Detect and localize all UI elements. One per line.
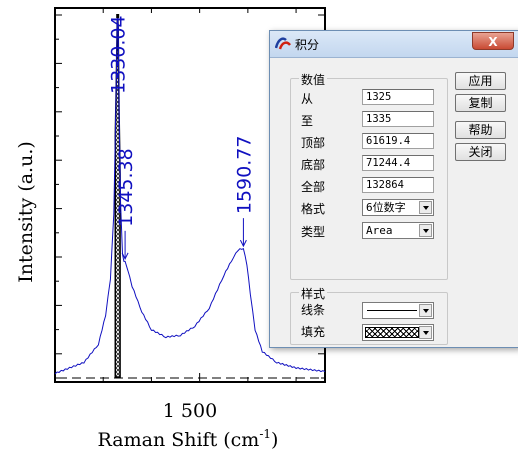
format-label: 格式: [301, 202, 326, 216]
type-select[interactable]: Area: [362, 222, 434, 239]
help-button[interactable]: 帮助: [455, 121, 506, 139]
line-style-select[interactable]: [362, 302, 434, 319]
from-field[interactable]: 1325: [362, 89, 434, 105]
type-dropdown-arrow-icon[interactable]: [419, 224, 432, 237]
total-field[interactable]: 132864: [362, 177, 434, 193]
fill-dropdown-arrow-icon[interactable]: [419, 326, 432, 339]
values-group-title: 数值: [299, 71, 328, 88]
x-axis-label-close: ): [271, 429, 278, 451]
y-axis-label: Intensity (a.u.): [15, 141, 37, 283]
top-label: 顶部: [301, 136, 326, 150]
peak-label: 1345.38: [115, 148, 137, 227]
dialog-titlebar[interactable]: 积分 X: [270, 31, 518, 58]
style-group: 样式 线条 填充: [290, 285, 448, 345]
line-label: 线条: [301, 303, 326, 317]
fill-style-select[interactable]: [362, 324, 434, 341]
dialog-title: 积分: [295, 38, 320, 52]
line-style-sample: [367, 310, 417, 311]
apply-button[interactable]: 应用: [455, 72, 506, 90]
x-axis-label-sup: -1: [259, 427, 271, 441]
bottom-label: 底部: [301, 158, 326, 172]
fill-pattern-sample: [365, 327, 419, 338]
integration-dialog: 积分 X 数值 从 1325 至 1335 顶部 61619.4 底部 7124…: [269, 30, 518, 348]
total-label: 全部: [301, 180, 326, 194]
x-tick-label: 1 500: [163, 400, 217, 422]
to-field[interactable]: 1335: [362, 111, 434, 127]
values-group: 数值 从 1325 至 1335 顶部 61619.4 底部 71244.4 全…: [290, 71, 448, 280]
copy-button[interactable]: 复制: [455, 94, 506, 112]
peak-label: 1590.77: [233, 136, 255, 215]
bottom-field[interactable]: 71244.4: [362, 155, 434, 171]
type-label: 类型: [301, 225, 326, 239]
peak-arrow-head: [121, 252, 129, 260]
app-logo-icon: [275, 37, 291, 50]
peak-arrow-head: [239, 239, 247, 248]
fill-label: 填充: [301, 325, 326, 339]
from-label: 从: [301, 92, 314, 106]
line-dropdown-arrow-icon[interactable]: [419, 304, 432, 317]
x-axis-label-main: Raman Shift (cm: [98, 429, 260, 451]
top-field[interactable]: 61619.4: [362, 133, 434, 149]
x-axis-label: Raman Shift (cm-1): [98, 427, 279, 451]
peak-label: 1330.04: [108, 15, 130, 94]
format-dropdown-arrow-icon[interactable]: [419, 201, 432, 214]
format-select-value: 6位数字: [366, 201, 406, 214]
type-select-value: Area: [366, 224, 393, 237]
format-select[interactable]: 6位数字: [362, 199, 434, 216]
to-label: 至: [301, 114, 314, 128]
spectrum-line: [54, 14, 326, 375]
style-group-title: 样式: [299, 285, 328, 302]
close-button[interactable]: 关闭: [455, 143, 506, 161]
close-window-button[interactable]: X: [472, 32, 514, 50]
dialog-body: 数值 从 1325 至 1335 顶部 61619.4 底部 71244.4 全…: [270, 58, 518, 347]
